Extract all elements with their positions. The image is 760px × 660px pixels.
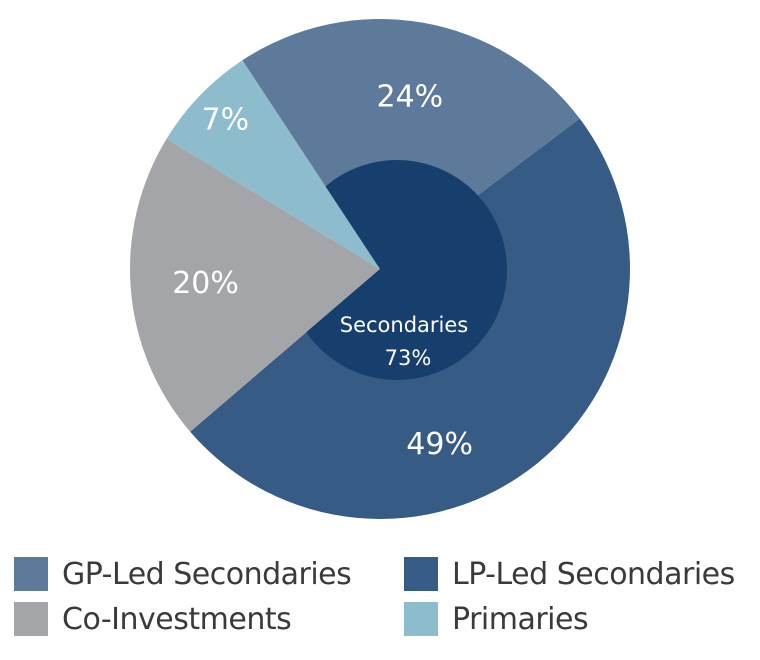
center-label-value: 73% [385, 346, 432, 370]
legend-item-gp-led-secondaries: GP-Led Secondaries [14, 554, 352, 594]
slice-label-gp-led-secondaries: 24% [376, 80, 443, 115]
legend-item-co-investments: Co-Investments [14, 599, 292, 639]
slice-label-co-investments: 20% [172, 266, 239, 301]
center-label-title: Secondaries [340, 313, 468, 337]
legend-swatch [404, 557, 438, 591]
pie-slice-co-investments [130, 138, 380, 432]
legend-swatch [404, 602, 438, 636]
legend-label: LP-Led Secondaries [452, 556, 735, 592]
slice-label-lp-led-secondaries: 49% [406, 427, 473, 462]
legend-swatch [14, 602, 48, 636]
legend-label: GP-Led Secondaries [62, 556, 352, 592]
legend-item-lp-led-secondaries: LP-Led Secondaries [404, 554, 735, 594]
pie-slice-gp-led-secondaries [242, 18, 580, 269]
legend-swatch [14, 557, 48, 591]
legend-label: Primaries [452, 601, 589, 637]
pie-slice-primaries [166, 60, 380, 270]
legend-label: Co-Investments [62, 601, 292, 637]
legend-item-primaries: Primaries [404, 599, 589, 639]
donut-chart: 49% 20% 7% 24% Secondaries 73% [130, 18, 631, 520]
slice-label-primaries: 7% [202, 103, 250, 138]
